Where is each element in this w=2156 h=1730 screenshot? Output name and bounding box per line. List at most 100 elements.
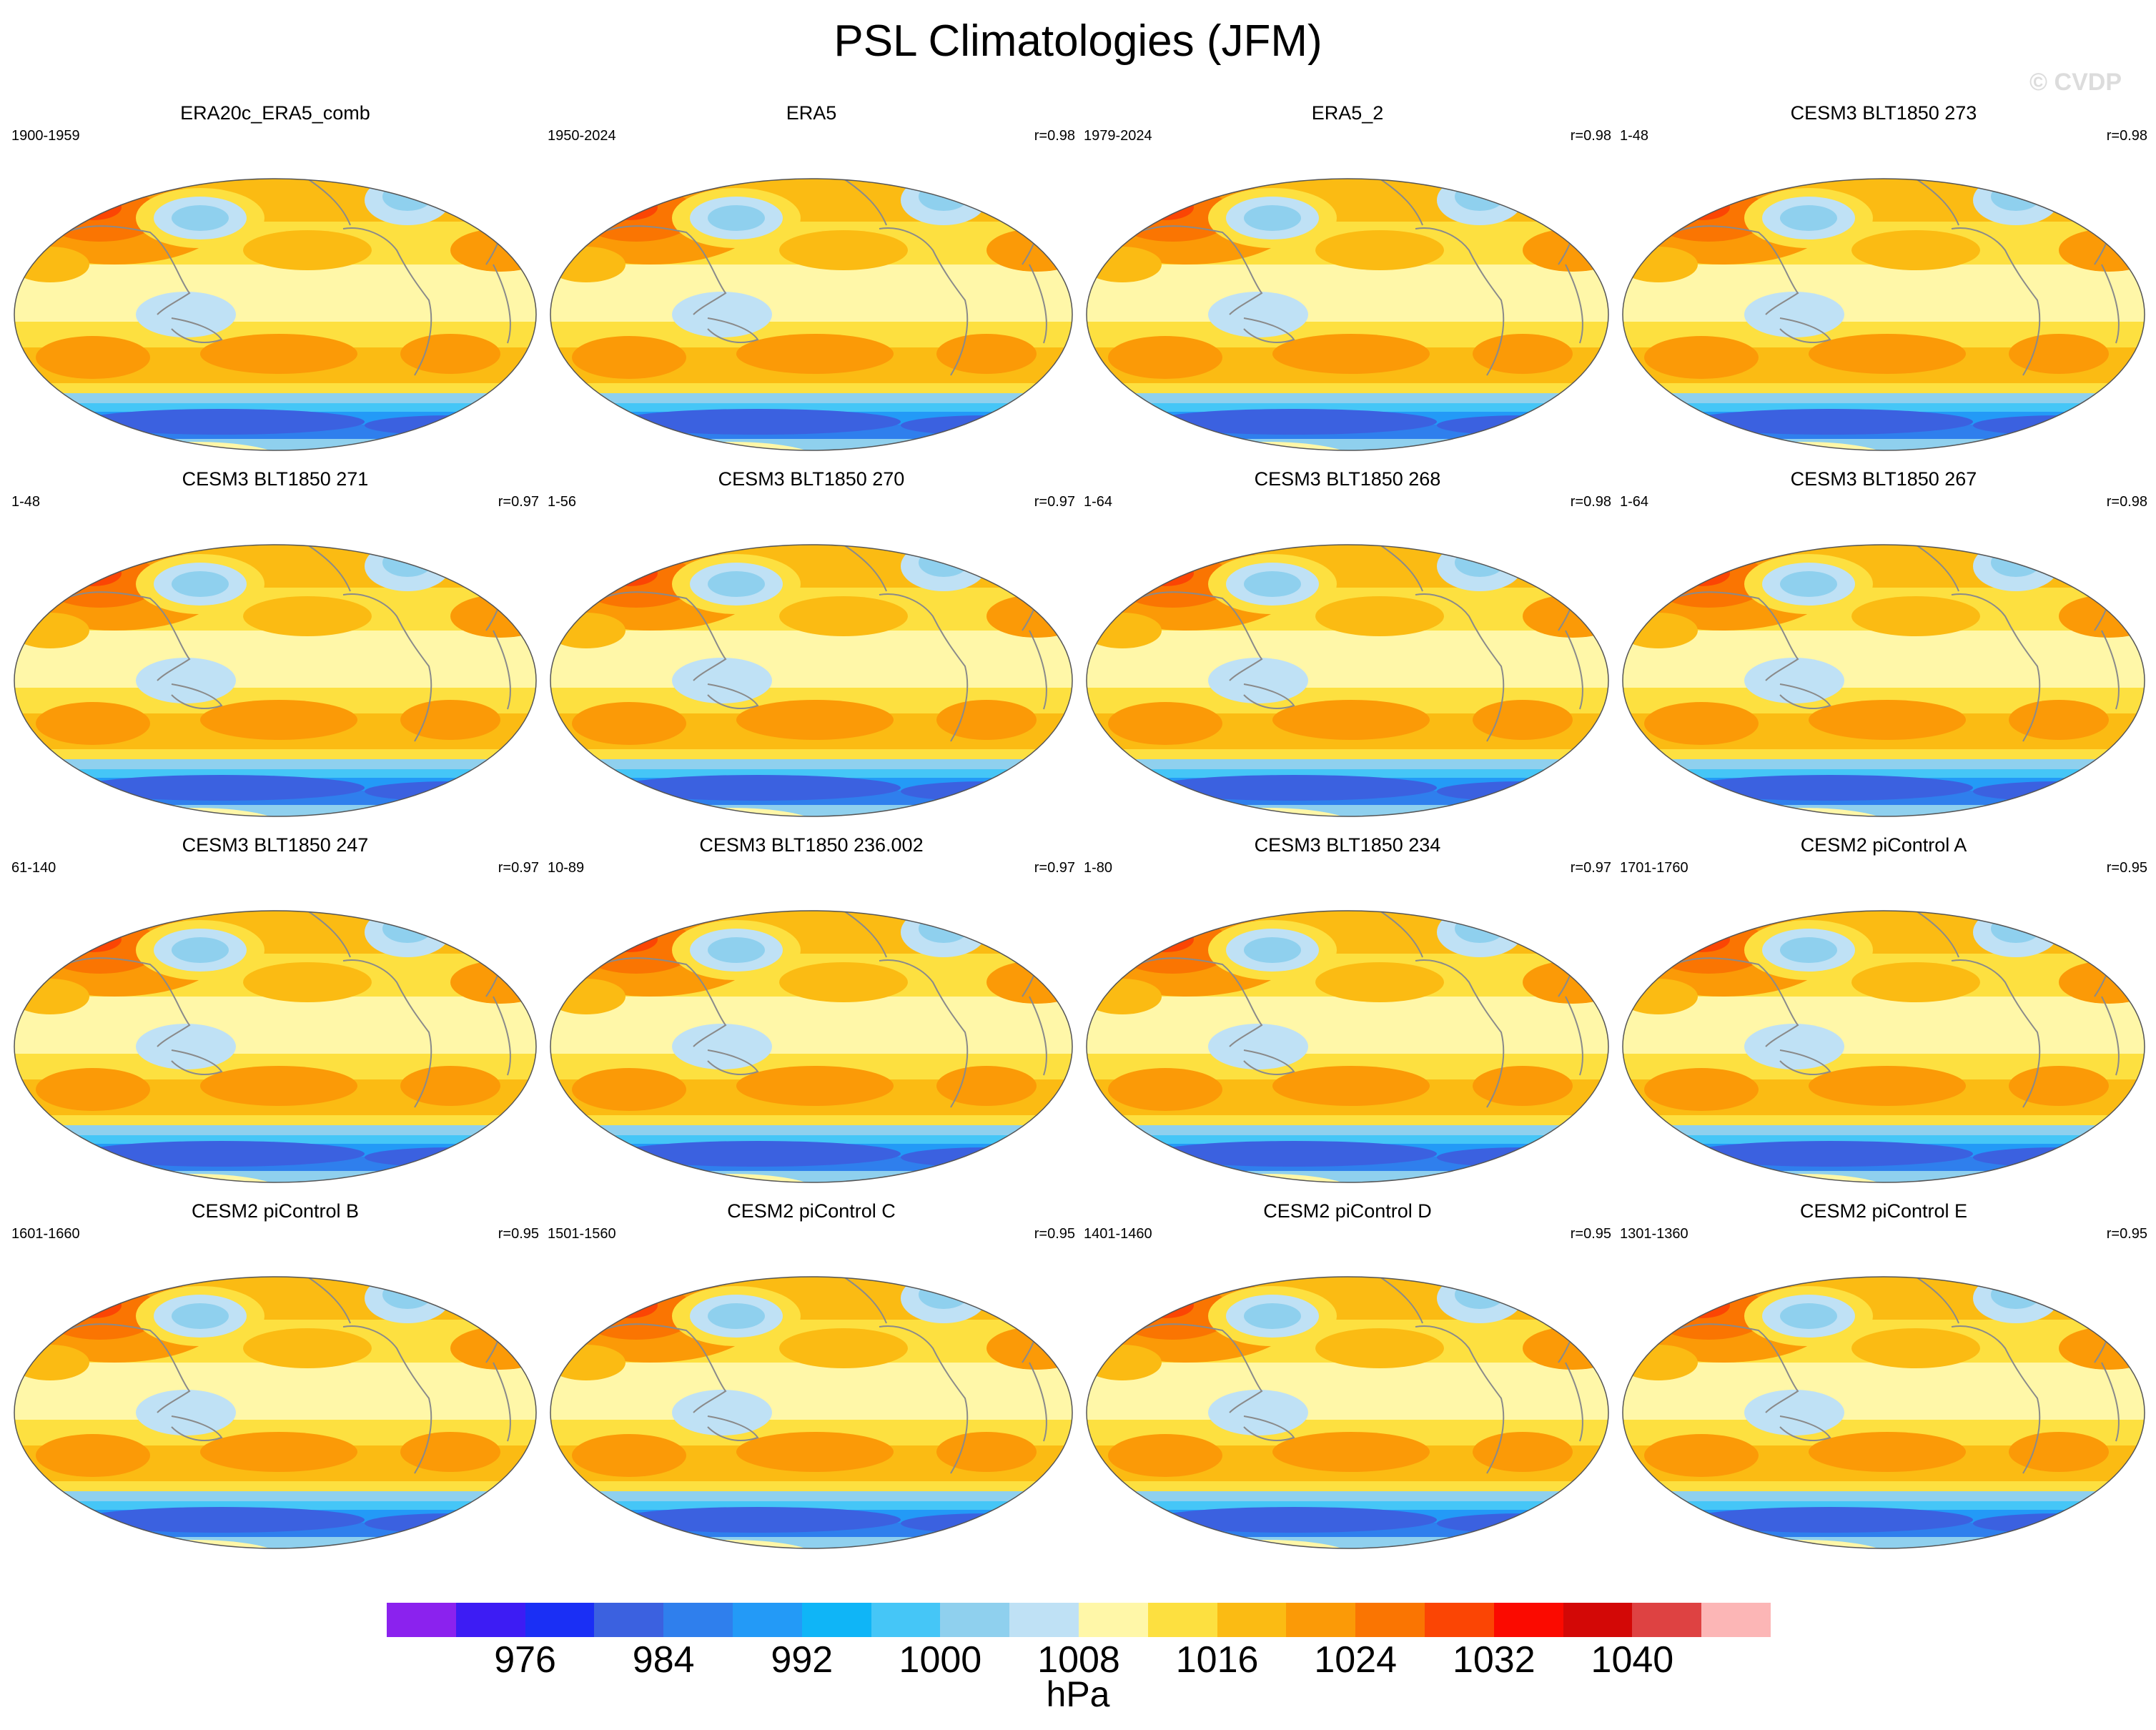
psl-band [1087,179,1608,222]
psl-contour [615,1141,901,1167]
psl-band [550,1125,1072,1135]
psl-band [14,1481,536,1491]
psl-contour [1108,336,1222,379]
psl-band [14,1551,536,1566]
psl-band [14,1501,536,1510]
coastline [1129,591,1263,681]
coastline [1243,683,1295,709]
colorbar-swatch [1632,1603,1702,1637]
psl-contour [1644,1068,1759,1111]
psl-contour [1108,702,1222,745]
panel-title: CESM3 BLT1850 236.002 [699,834,924,856]
psl-band [1623,265,2145,322]
psl-band [1087,805,1608,816]
psl-contour [14,613,89,648]
psl-band [550,997,1072,1054]
map-outline [14,178,537,451]
psl-contour [1973,415,2145,435]
psl-band [14,1135,536,1144]
colorbar-swatch [525,1603,595,1637]
panel-correlation: r=0.98 [2106,128,2147,144]
psl-contour [1744,1024,1844,1069]
psl-contour [1108,1068,1222,1111]
panel-title: CESM3 BLT1850 270 [718,468,905,490]
coastline [1915,545,1959,592]
colorbar-swatch [1493,1603,1563,1637]
colorbar-tick-label: 1032 [1452,1639,1536,1681]
psl-map [1086,544,1609,817]
colorbar-swatch [1009,1603,1079,1637]
psl-band [1623,997,2145,1054]
psl-map [1086,1276,1609,1549]
map-panel: CESM2 piControl E 1301-1360 r=0.95 [1616,1198,2152,1556]
coastline [307,179,351,226]
coastline [1029,996,1047,1076]
psl-band [14,997,536,1054]
coastline [1565,264,1583,344]
psl-contour [400,700,500,740]
psl-band [1087,1363,1608,1420]
coastline [171,1049,223,1075]
panel-correlation: r=0.97 [498,494,539,510]
page-title: PSL Climatologies (JFM) [834,16,1322,66]
coastline [843,545,887,592]
map-panel: CESM3 BLT1850 234 1-80 r=0.97 [1079,832,1616,1190]
psl-contour [615,409,901,435]
psl-contour [572,702,686,745]
psl-contour [1137,560,1194,586]
psl-contour [79,775,365,801]
psl-band [14,819,536,834]
map-panel: ERA5 1950-2024 r=0.98 [543,100,1079,458]
panel-title: CESM3 BLT1850 234 [1254,834,1441,856]
psl-contour [672,292,772,337]
panel-title: CESM2 piControl C [727,1200,896,1222]
psl-contour [1780,937,1837,963]
panel-correlation: r=0.97 [1570,860,1611,876]
colorbar-tick-label: 1024 [1314,1639,1398,1681]
psl-band [1087,1125,1608,1135]
psl-band [14,759,536,769]
coastline [707,1415,759,1441]
psl-map [550,544,1073,817]
map-panel: CESM2 piControl A 1701-1760 r=0.95 [1616,832,2152,1190]
psl-contour [1991,914,2041,943]
coastline [1665,957,1799,1047]
psl-band [1087,393,1608,403]
psl-contour [1673,1292,1730,1318]
psl-band [550,1171,1072,1182]
psl-contour [1151,409,1437,435]
psl-band [1087,1185,1608,1200]
psl-contour [708,205,765,231]
coastline [342,227,432,376]
psl-contour [936,334,1037,374]
psl-contour [1272,334,1430,374]
panel-years: 1501-1560 [548,1226,616,1242]
map-outline [1086,544,1609,817]
psl-band [1623,819,2145,834]
colorbar-swatch [455,1603,525,1637]
map-panel: CESM3 BLT1850 236.002 10-89 r=0.97 [543,832,1079,1190]
psl-contour [1272,700,1430,740]
colorbar-swatch [1424,1603,1494,1637]
psl-contour [243,230,372,270]
coastline [1779,1049,1831,1075]
psl-band [550,1501,1072,1510]
psl-contour [936,700,1037,740]
colorbar-swatch [594,1603,664,1637]
psl-band [14,1125,536,1135]
coastline [1951,227,2041,376]
psl-band [14,1185,536,1200]
psl-band [1623,631,2145,688]
colorbar-swatch [1355,1603,1425,1637]
coastline [1129,225,1263,315]
coastline [342,1325,432,1474]
psl-contour [450,229,536,272]
psl-contour [1673,926,1730,952]
panel-title: CESM3 BLT1850 271 [182,468,369,490]
psl-band [1087,1277,1608,1320]
psl-contour [615,1507,901,1533]
map-panel: CESM3 BLT1850 267 1-64 r=0.98 [1616,466,2152,824]
psl-contour [2059,595,2145,638]
psl-band [14,1171,536,1182]
psl-contour [779,1328,908,1368]
